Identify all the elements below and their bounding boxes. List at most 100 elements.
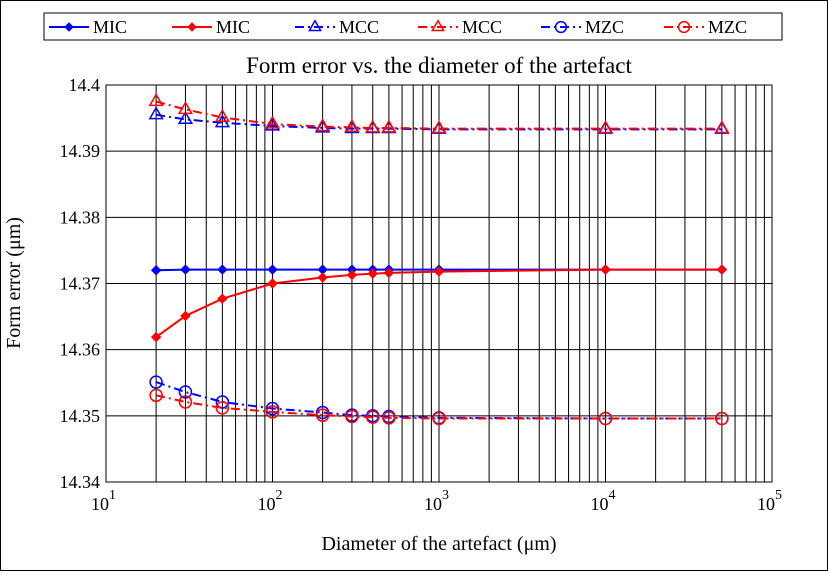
chart-title: Form error vs. the diameter of the artef… xyxy=(246,53,632,78)
x-tick-exponent: 3 xyxy=(442,488,449,503)
data-point xyxy=(215,401,230,415)
x-tick-base: 10 xyxy=(258,494,276,514)
x-tick-base: 10 xyxy=(91,494,109,514)
x-tick-exponent: 2 xyxy=(276,488,283,503)
y-tick-label: 14.39 xyxy=(60,141,101,161)
legend-label: MIC xyxy=(93,17,127,37)
data-point xyxy=(217,264,228,275)
series-mic-red xyxy=(150,264,728,343)
data-point xyxy=(315,408,330,422)
data-point xyxy=(267,264,278,275)
legend-label: MCC xyxy=(462,17,502,37)
y-axis: 14.34 14.35 14.36 14.37 14.38 14.39 14.4 xyxy=(60,75,101,492)
x-tick-base: 10 xyxy=(757,494,775,514)
data-point xyxy=(150,331,162,343)
data-point xyxy=(214,108,230,123)
data-point xyxy=(381,119,397,133)
data-point xyxy=(344,118,360,132)
legend: MIC MIC MCC MCC MZC MZC xyxy=(43,12,783,41)
data-point xyxy=(180,264,191,275)
data-point xyxy=(431,19,445,32)
x-tick-exponent: 5 xyxy=(775,488,782,503)
series-mzc-red xyxy=(149,388,729,426)
data-point xyxy=(600,264,611,275)
data-point xyxy=(317,272,328,283)
data-point xyxy=(382,411,396,425)
data-point xyxy=(677,20,691,34)
data-point xyxy=(308,19,322,32)
data-point xyxy=(716,264,728,275)
data-point xyxy=(715,411,729,426)
data-point xyxy=(215,395,230,409)
legend-entry: MZC xyxy=(664,17,747,37)
legend-entry: MIC xyxy=(172,17,250,37)
data-point xyxy=(383,267,395,279)
x-tick-label: 10 2 xyxy=(258,488,283,514)
data-point xyxy=(365,410,380,424)
legend-entry: MCC xyxy=(418,17,502,37)
legend-entry: MIC xyxy=(49,17,127,37)
data-point xyxy=(714,120,730,134)
data-point xyxy=(264,115,281,129)
data-point xyxy=(346,269,358,281)
data-point xyxy=(64,22,74,32)
grid xyxy=(106,85,772,482)
data-point xyxy=(177,110,194,125)
y-tick-label: 14.35 xyxy=(60,406,101,426)
series-line xyxy=(155,113,722,131)
data-point xyxy=(217,293,228,304)
data-point xyxy=(433,266,445,277)
data-point xyxy=(150,265,162,276)
series-line xyxy=(155,394,722,420)
data-point xyxy=(598,411,613,426)
x-tick-label: 10 3 xyxy=(424,488,449,514)
data-point xyxy=(149,388,163,403)
y-tick-label: 14.37 xyxy=(60,274,101,294)
y-axis-label: Form error (μm) xyxy=(3,217,25,349)
data-point xyxy=(315,118,331,132)
data-point xyxy=(345,409,359,424)
x-tick-label: 10 1 xyxy=(91,488,116,514)
x-tick-exponent: 1 xyxy=(109,488,116,503)
series-layer xyxy=(148,93,730,426)
data-point xyxy=(267,278,278,289)
y-tick-label: 14.38 xyxy=(60,207,101,227)
y-tick-label: 14.36 xyxy=(60,340,101,360)
x-axis-label: Diameter of the artefact (μm) xyxy=(321,533,556,555)
legend-label: MIC xyxy=(216,17,250,37)
series-mcc-red xyxy=(148,93,730,134)
data-point xyxy=(148,93,164,107)
legend-label: MZC xyxy=(585,17,624,37)
data-point xyxy=(178,395,193,409)
plot-area-frame xyxy=(105,84,773,483)
data-point xyxy=(180,310,191,322)
x-tick-exponent: 4 xyxy=(609,488,616,503)
series-line xyxy=(155,100,722,130)
data-point xyxy=(187,22,197,32)
legend-label: MCC xyxy=(339,17,379,37)
data-point xyxy=(148,106,164,120)
data-point xyxy=(265,405,280,419)
data-point xyxy=(367,268,378,279)
legend-entry: MCC xyxy=(295,17,379,37)
x-axis: 10 1 10 2 10 3 10 4 10 5 xyxy=(91,488,782,514)
data-point xyxy=(177,100,194,115)
data-point xyxy=(432,411,446,426)
x-tick-label: 10 4 xyxy=(591,488,616,514)
data-point xyxy=(149,375,163,389)
y-tick-label: 14.34 xyxy=(60,472,101,492)
data-point xyxy=(431,120,447,134)
x-tick-label: 10 5 xyxy=(757,488,782,514)
data-point xyxy=(597,120,614,134)
data-point xyxy=(178,385,193,399)
y-tick-label: 14.4 xyxy=(69,75,101,95)
legend-label: MZC xyxy=(708,17,747,37)
legend-box xyxy=(43,12,783,41)
data-point xyxy=(365,119,381,133)
x-tick-base: 10 xyxy=(424,494,442,514)
series-line xyxy=(155,381,722,420)
data-point xyxy=(554,20,568,34)
